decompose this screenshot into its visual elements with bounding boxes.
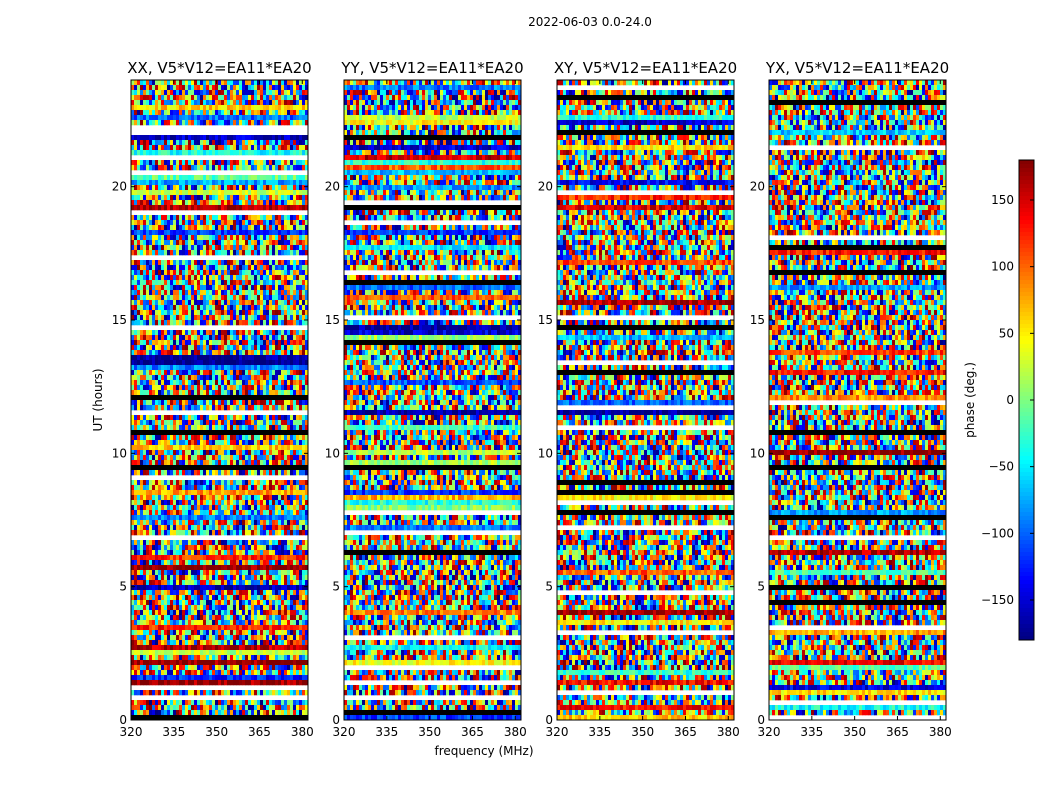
x-tick-label: 380	[929, 725, 952, 739]
panel-3: YX, V5*V12=EA11*EA20 320 335 350 365 380 0 5 10 1…	[750, 59, 952, 739]
colorbar-label: phase (deg.)	[963, 362, 977, 438]
colorbar-tick-label: −100	[981, 526, 1014, 540]
y-tick-label: 5	[119, 580, 127, 594]
colorbar-gradient	[1019, 160, 1034, 641]
y-tick-label: 10	[538, 446, 553, 460]
phase-heatmap	[557, 80, 735, 721]
y-tick-label: 20	[112, 180, 127, 194]
x-tick-label: 365	[886, 725, 909, 739]
x-tick-label: 320	[758, 725, 781, 739]
x-tick-label: 380	[717, 725, 740, 739]
panel-2: XY, V5*V12=EA11*EA20 320 335 350 365 380 0 5 10 1…	[538, 59, 740, 739]
panel-1: YY, V5*V12=EA11*EA20 320 335 350 365 380 0 5 10 1…	[325, 59, 527, 739]
y-tick-label: 20	[750, 180, 765, 194]
y-tick-label: 10	[325, 446, 340, 460]
y-tick-label: 0	[545, 713, 553, 727]
y-tick-label: 0	[119, 713, 127, 727]
y-tick-label: 20	[538, 180, 553, 194]
y-tick-label: 15	[112, 313, 127, 327]
x-tick-label: 335	[162, 725, 185, 739]
x-tick-label: 335	[375, 725, 398, 739]
panel-frame	[768, 79, 947, 721]
phase-heatmap	[769, 80, 947, 716]
phase-heatmap	[131, 80, 309, 720]
colorbar-tick-label: 50	[999, 326, 1014, 340]
y-tick-label: 5	[757, 580, 765, 594]
colorbar-tick-label: 100	[991, 260, 1014, 274]
x-tick-label: 335	[800, 725, 823, 739]
y-tick-label: 0	[757, 713, 765, 727]
panel-frame	[343, 79, 522, 721]
x-tick-label: 335	[588, 725, 611, 739]
colorbar-tick-label: −150	[981, 593, 1014, 607]
figure-suptitle: 2022-06-03 0.0-24.0	[528, 15, 652, 29]
y-tick-label: 10	[112, 446, 127, 460]
x-tick-label: 365	[461, 725, 484, 739]
y-tick-label: 15	[750, 313, 765, 327]
y-tick-label: 15	[325, 313, 340, 327]
panels: XX, V5*V12=EA11*EA20 320 335 350 365 380 0 5 10 1…	[112, 59, 952, 739]
y-axis-label: UT (hours)	[91, 368, 105, 431]
colorbar-tick-label: 0	[1006, 393, 1014, 407]
panel-0: XX, V5*V12=EA11*EA20 320 335 350 365 380 0 5 10 1…	[112, 59, 314, 739]
colorbar-tick-label: 150	[991, 193, 1014, 207]
y-tick-label: 15	[538, 313, 553, 327]
x-tick-label: 320	[546, 725, 569, 739]
x-tick-label: 350	[418, 725, 441, 739]
phase-heatmap	[344, 80, 522, 721]
x-axis-label: frequency (MHz)	[434, 744, 533, 758]
panel-title: XY, V5*V12=EA11*EA20	[554, 59, 737, 77]
panel-title: YY, V5*V12=EA11*EA20	[340, 59, 523, 77]
x-tick-label: 380	[504, 725, 527, 739]
colorbar: −150 −100 −50 0 50 100 150	[981, 159, 1035, 641]
y-tick-label: 20	[325, 180, 340, 194]
colorbar-tick-label: −50	[989, 460, 1014, 474]
x-tick-label: 320	[333, 725, 356, 739]
panel-frame	[130, 79, 309, 721]
x-tick-label: 350	[631, 725, 654, 739]
x-tick-label: 365	[248, 725, 271, 739]
y-tick-label: 5	[545, 580, 553, 594]
panel-frame	[556, 79, 735, 721]
x-tick-label: 380	[291, 725, 314, 739]
x-tick-label: 365	[674, 725, 697, 739]
x-tick-label: 320	[120, 725, 143, 739]
x-tick-label: 350	[843, 725, 866, 739]
y-tick-label: 0	[332, 713, 340, 727]
x-tick-label: 350	[205, 725, 228, 739]
panel-title: YX, V5*V12=EA11*EA20	[765, 59, 949, 77]
y-tick-label: 5	[332, 580, 340, 594]
panel-title: XX, V5*V12=EA11*EA20	[127, 59, 311, 77]
y-tick-label: 10	[750, 446, 765, 460]
